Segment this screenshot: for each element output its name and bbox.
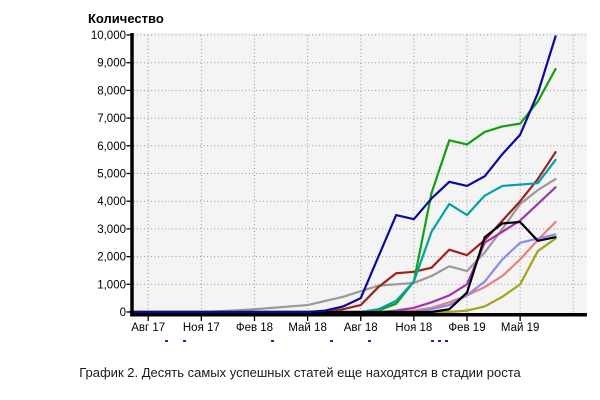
y-tick-label: 8,000 xyxy=(97,85,126,97)
clipped-legend-text-mark xyxy=(431,340,434,342)
x-tick-label: Фев 19 xyxy=(448,322,485,334)
x-tick-label: Авг 18 xyxy=(344,322,378,334)
y-tick-label: 1,000 xyxy=(97,279,126,291)
clipped-legend-text-mark xyxy=(271,340,274,342)
y-tick-label: 9,000 xyxy=(97,58,126,70)
y-tick-label: 0 xyxy=(120,307,126,319)
x-tick-label: Ноя 17 xyxy=(183,322,220,334)
y-tick-label: 3,000 xyxy=(97,224,126,236)
x-tick-label: Фев 18 xyxy=(236,322,273,334)
x-tick-label: Май 18 xyxy=(288,322,327,334)
clipped-legend-text-mark xyxy=(330,340,333,342)
chart-caption: График 2. Десять самых успешных статей е… xyxy=(79,365,521,380)
y-tick-label: 7,000 xyxy=(97,113,126,125)
y-tick-label: 5,000 xyxy=(97,169,126,181)
clipped-legend-text-mark xyxy=(183,340,186,342)
clipped-legend-text-mark xyxy=(445,340,448,342)
clipped-legend-text-mark xyxy=(438,340,441,342)
x-tick-label: Авг 17 xyxy=(131,322,165,334)
y-tick-label: 10,000 xyxy=(91,30,126,42)
clipped-legend-text-mark xyxy=(165,340,168,342)
y-tick-label: 4,000 xyxy=(97,196,126,208)
series-line-navy xyxy=(129,35,557,314)
x-tick-label: Май 19 xyxy=(501,322,540,334)
chart-title: Количество xyxy=(88,11,164,26)
y-tick-label: 2,000 xyxy=(97,252,126,264)
clipped-legend-text-mark xyxy=(368,340,371,342)
y-tick-label: 6,000 xyxy=(97,141,126,153)
x-tick-label: Ноя 18 xyxy=(395,322,432,334)
